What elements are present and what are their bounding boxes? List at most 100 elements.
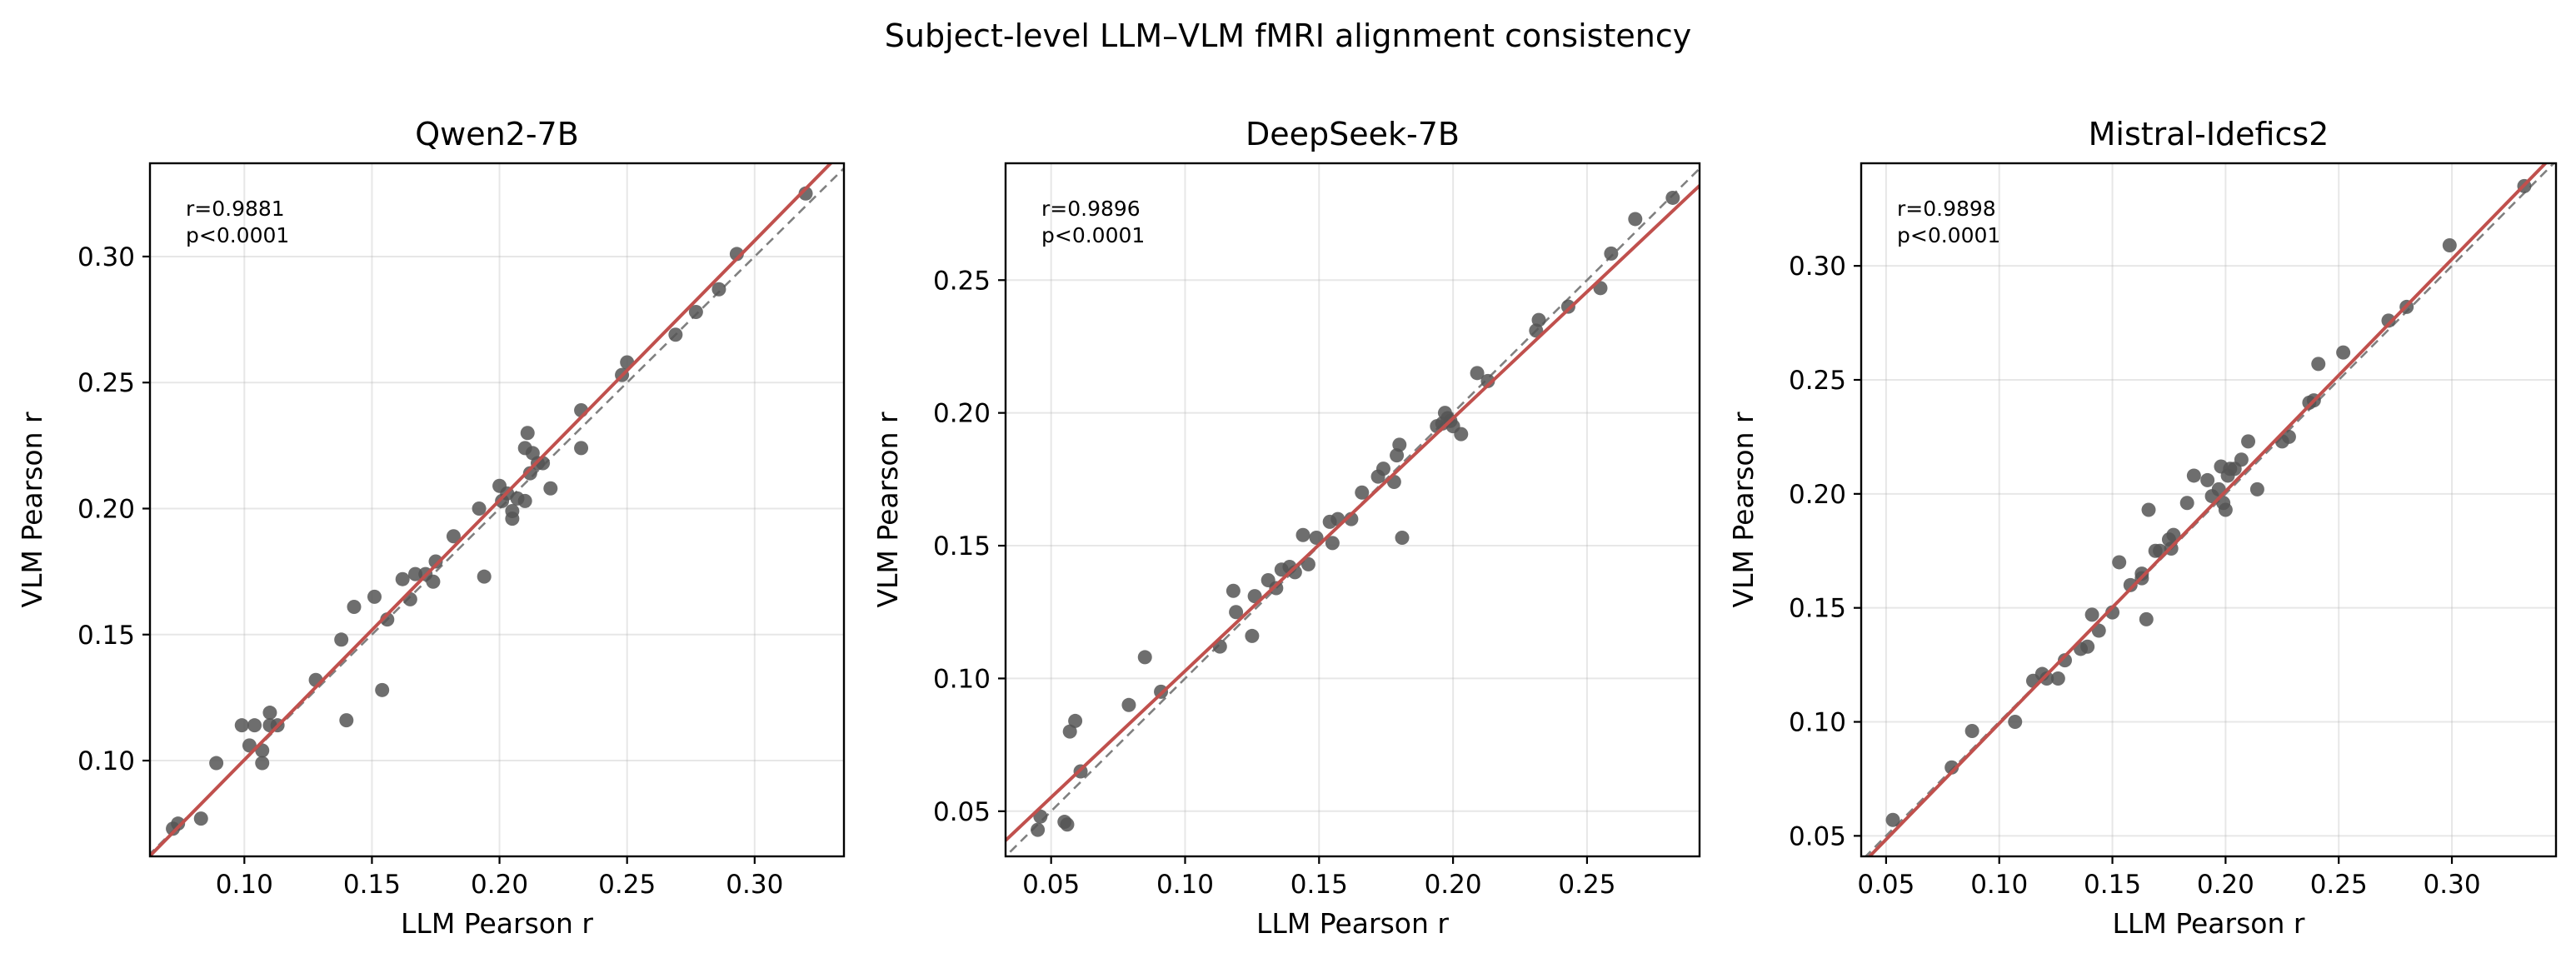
panel-3-xtick-label: 0.20 (2197, 870, 2254, 900)
panel-3-point-20 (2141, 502, 2156, 517)
panel-3-ytick-label: 0.10 (1789, 708, 1846, 738)
panel-2-x-axis-label: LLM Pearson r (1256, 907, 1449, 940)
panel-2-point-50 (1665, 190, 1680, 205)
panel-3-point-2 (1944, 760, 1959, 775)
panel-3-point-27 (2186, 468, 2201, 483)
panel-1-xtick-label: 0.25 (598, 870, 656, 900)
panel-2-point-46 (1560, 299, 1575, 314)
panel-1-point-3 (193, 811, 208, 826)
panel-1-point-7 (247, 718, 262, 733)
panel-1-fit-line (150, 163, 833, 856)
panel-1-point-14 (334, 632, 349, 647)
panel-3-point-41 (2281, 429, 2296, 444)
panel-1-point-2 (171, 816, 186, 831)
panel-1-ytick-label: 0.20 (77, 494, 135, 524)
panel-3-stats-r: r=0.9898 (1897, 197, 1996, 221)
panel-1-point-5 (234, 718, 249, 733)
panel-2-point-45 (1531, 312, 1546, 327)
panel-2-point-32 (1390, 448, 1405, 463)
panel-1-point-9 (255, 756, 270, 771)
panel-2-point-28 (1355, 485, 1370, 500)
panel-1-point-25 (428, 554, 443, 569)
panel-3-point-26 (2179, 496, 2194, 511)
panel-2-point-22 (1300, 556, 1315, 571)
panel-1-point-15 (339, 713, 354, 728)
panel-3-xtick-label: 0.05 (1857, 870, 1915, 900)
panel-2-xtick-label: 0.10 (1156, 870, 1214, 900)
panel-2-point-14 (1245, 628, 1260, 643)
panel-2-point-43 (1480, 373, 1495, 388)
panel-3-point-11 (2080, 639, 2095, 654)
panel-1-point-37 (520, 426, 535, 441)
panel-2-point-44 (1529, 323, 1544, 338)
panel-1-stats-p: p<0.0001 (186, 223, 289, 247)
panel-2-point-25 (1325, 536, 1340, 551)
panel-2-ytick-label: 0.15 (933, 531, 991, 561)
panel-1-point-47 (668, 327, 683, 342)
panel-2-identity-line (1006, 167, 1700, 856)
panel-3-point-15 (2112, 555, 2127, 570)
panel-3-ytick-label: 0.30 (1789, 252, 1846, 282)
panel-3-fit-line (1867, 163, 2549, 856)
panel-1-point-28 (477, 569, 492, 584)
panel-3-point-9 (2057, 653, 2072, 668)
panel-2-stats-p: p<0.0001 (1041, 223, 1145, 247)
panel-2-point-48 (1604, 246, 1619, 261)
panel-3-point-16 (2123, 577, 2138, 592)
panel-2-point-33 (1392, 437, 1407, 452)
panel-3-point-48 (2442, 238, 2457, 253)
panel-2-ytick-label: 0.10 (933, 664, 991, 694)
panel-2-point-4 (1060, 817, 1075, 832)
panel-2-frame (1004, 162, 1701, 858)
panel-2-point-13 (1229, 605, 1244, 620)
panel-1-xtick-label: 0.20 (471, 870, 528, 900)
panel-2-point-21 (1295, 527, 1310, 542)
panel-2-point-6 (1068, 713, 1083, 728)
panel-3-point-18 (2134, 566, 2149, 581)
panel-1-point-35 (517, 493, 532, 508)
panel-3-frame (1860, 162, 2558, 858)
panel-3-plot-area (1864, 163, 2556, 856)
panel-2-point-30 (1375, 462, 1390, 477)
panel-2-ytick-label: 0.20 (933, 399, 991, 429)
panel-1-x-axis-label: LLM Pearson r (401, 907, 593, 940)
panel-3-xtick-label: 0.30 (2424, 870, 2481, 900)
panel-2-point-41 (1454, 427, 1469, 442)
panel-3-point-39 (2249, 482, 2264, 496)
panel-3-point-4 (2008, 715, 2023, 730)
panel-3: 0.05 0.10 0.15 0.20 0.25 0.30 0.05 0.10 0.15 0.20… (1727, 116, 2558, 940)
panel-2-point-23 (1309, 530, 1324, 545)
panel-3-point-19 (2139, 611, 2154, 626)
panel-3-point-25 (2166, 527, 2181, 542)
panel-1-ytick-label: 0.10 (77, 746, 135, 776)
panel-3-point-7 (2039, 671, 2054, 686)
panel-3-point-1 (1885, 812, 1900, 827)
panel-2-plot-area (1006, 167, 1700, 856)
panel-1-point-4 (209, 756, 224, 771)
panel-3-point-46 (2381, 313, 2396, 328)
panel-3-point-8 (2050, 671, 2065, 686)
panel-2-point-5 (1062, 724, 1077, 739)
panel-1-xtick-label: 0.30 (726, 870, 783, 900)
panel-3-point-3 (1964, 723, 1979, 738)
panel-1-plot-area (150, 163, 844, 856)
panel-3-point-12 (2084, 607, 2099, 622)
panel-3-point-44 (2311, 357, 2326, 372)
panel-1-point-10 (262, 706, 277, 721)
panel-1: 0.10 0.15 0.20 0.25 0.30 0.10 0.15 0.20 0.25 0.30… (16, 116, 846, 940)
panel-2-xtick-label: 0.15 (1290, 870, 1348, 900)
panel-1-xtick-label: 0.15 (343, 870, 401, 900)
panel-3-ytick-label: 0.20 (1789, 480, 1846, 510)
panel-2-point-9 (1137, 650, 1152, 665)
panel-1-frame (148, 162, 846, 858)
panel-3-ytick-label: 0.15 (1789, 594, 1846, 624)
panel-1-point-20 (395, 571, 410, 586)
panel-1-ytick-label: 0.25 (77, 368, 135, 398)
panel-2-point-1 (1031, 822, 1046, 837)
panel-2-xtick-label: 0.05 (1022, 870, 1080, 900)
panel-1-point-49 (711, 282, 726, 297)
panel-1-xtick-label: 0.10 (216, 870, 273, 900)
panel-1-title: Qwen2-7B (415, 116, 579, 152)
panel-1-point-22 (408, 566, 422, 581)
